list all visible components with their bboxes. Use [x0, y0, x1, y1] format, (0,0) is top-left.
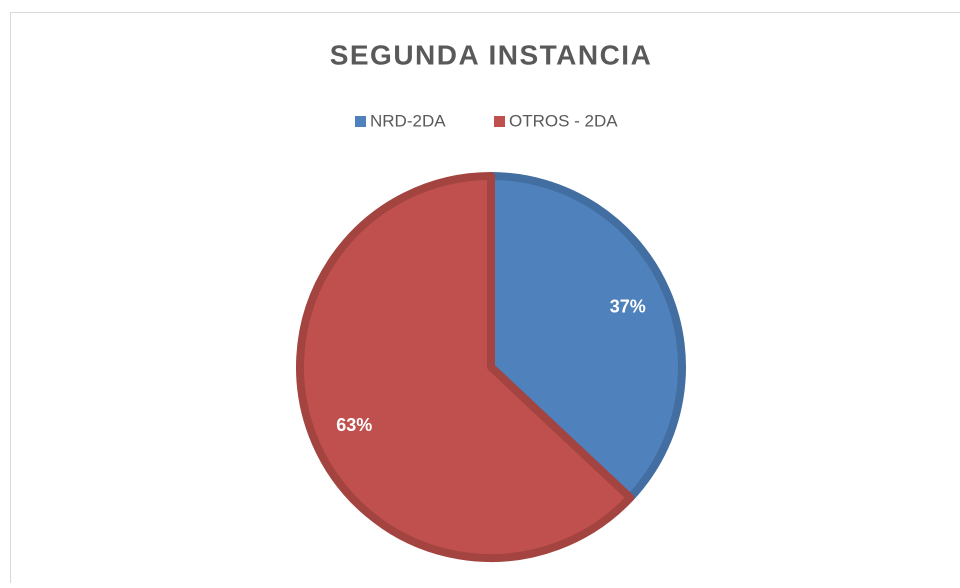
data-label: 37% [610, 297, 646, 317]
data-label: 63% [336, 415, 372, 435]
chart-title: SEGUNDA INSTANCIA [330, 39, 653, 70]
legend-swatch [494, 116, 505, 127]
legend-label: NRD-2DA [370, 111, 446, 130]
legend-swatch [355, 116, 366, 127]
legend-label: OTROS - 2DA [509, 111, 618, 130]
